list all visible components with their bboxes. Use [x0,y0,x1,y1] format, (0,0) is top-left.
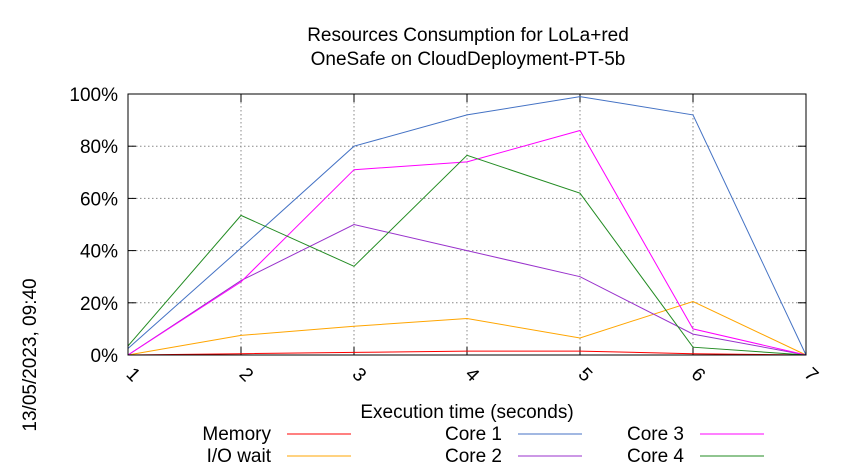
series-line-core-1 [127,96,807,356]
x-tick-label: 3 [348,364,370,386]
series-lines [127,96,807,356]
chart-title-line2: OneSafe on CloudDeployment-PT-5b [311,49,626,70]
legend-label: Core 1 [445,424,502,445]
series-line-memory [127,350,807,356]
plot-frame [127,93,807,356]
series-line-core-3 [127,129,807,356]
y-tick-label: 20% [80,294,118,315]
series-line-core-4 [127,154,807,356]
x-axis-label: Execution time (seconds) [360,402,573,423]
y-tick-label: 60% [80,189,118,210]
grid [128,94,806,355]
legend-label: Memory [202,424,271,445]
y-tick-label: 80% [80,137,118,158]
series-line-i-o-wait [127,300,807,356]
chart-title-line1: Resources Consumption for LoLa+red [307,25,629,46]
x-tick-label: 7 [800,364,822,386]
x-tick-label: 5 [574,364,596,386]
axes: 0% 20% 40% 60% 80% 100% 1 2 3 4 5 6 7 [69,85,822,387]
y-tick-label: 40% [80,242,118,263]
x-tick-label: 4 [461,364,484,387]
legend-label: Core 2 [445,446,502,467]
series-line-core-2 [127,223,807,356]
legend-label: Core 4 [627,446,684,467]
y-tick-label: 0% [91,346,119,367]
legend-label: I/O wait [207,446,272,467]
y-tick-label: 100% [69,85,118,106]
timestamp-label: 13/05/2023, 09:40 [20,278,41,431]
x-tick-label: 2 [235,364,257,386]
x-tick-label: 6 [687,364,709,386]
legend-label: Core 3 [627,424,684,445]
x-tick-label: 1 [122,364,144,386]
